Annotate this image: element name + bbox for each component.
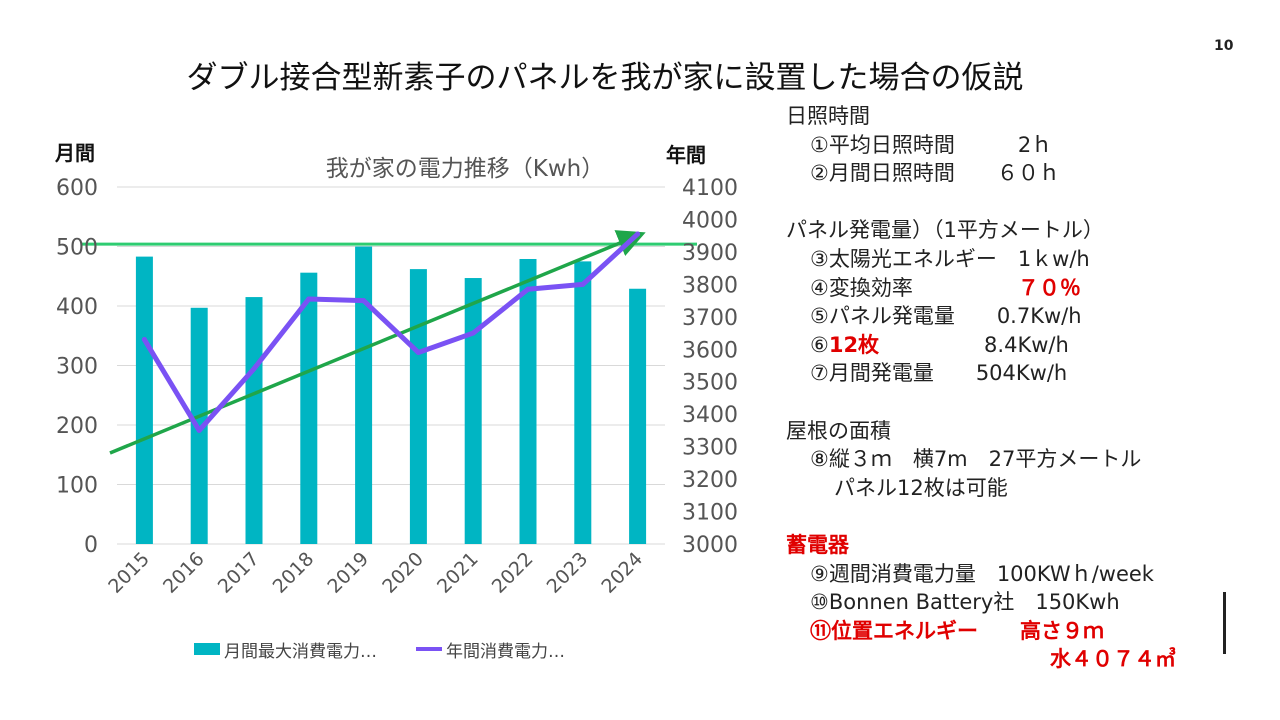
info-efficiency-label: ④変換効率 bbox=[810, 275, 1018, 300]
x-tick-2023: 2023 bbox=[543, 548, 593, 598]
info-avg-sunshine: ①平均日照時間 2ｈ bbox=[810, 132, 1053, 157]
legend-swatch-line bbox=[416, 647, 442, 651]
right-tick-3900: 3900 bbox=[682, 241, 738, 266]
left-tick-600: 600 bbox=[56, 176, 98, 201]
info-panel-count-output: 8.4Kw/h bbox=[879, 332, 1069, 357]
line-series bbox=[141, 231, 641, 433]
info-efficiency: ④変換効率 ７０％ bbox=[786, 274, 1256, 303]
vertical-divider bbox=[1223, 592, 1226, 654]
bar-series bbox=[135, 246, 647, 544]
annotations bbox=[82, 230, 697, 455]
info-potential-energy: ⑪位置エネルギー 高さ９ｍ bbox=[810, 618, 1104, 643]
info-water-volume: 水４０７４㎥ bbox=[1050, 647, 1176, 672]
legend-bar-series: 月間最大消費電力… bbox=[224, 642, 377, 662]
right-tick-3400: 3400 bbox=[682, 403, 738, 428]
info-heading-storage: 蓄電器 bbox=[786, 532, 849, 557]
point-2023 bbox=[580, 281, 586, 287]
trend-arrow bbox=[109, 230, 646, 455]
left-tick-200: 200 bbox=[56, 414, 98, 439]
line-annual-consumption bbox=[141, 231, 641, 433]
x-tick-2016: 2016 bbox=[159, 548, 209, 598]
point-2019 bbox=[361, 298, 367, 304]
point-2020 bbox=[415, 350, 421, 356]
info-battery: ⑩Bonnen Battery社 150Kwh bbox=[810, 590, 1120, 615]
info-roof-size: ⑧縦３ｍ 横7m 27平方メートル bbox=[810, 447, 1142, 472]
point-2017 bbox=[251, 366, 257, 372]
right-tick-3200: 3200 bbox=[682, 468, 738, 493]
info-panel-count-num: ⑥ bbox=[810, 332, 829, 357]
x-tick-2021: 2021 bbox=[433, 548, 483, 598]
info-panel-output: ⑤パネル発電量 0.7Kw/h bbox=[810, 304, 1082, 329]
gridlines bbox=[117, 186, 665, 545]
bar-2023 bbox=[574, 261, 592, 544]
info-panel-count-value: 12枚 bbox=[828, 332, 880, 357]
point-2024 bbox=[635, 231, 641, 237]
right-tick-3700: 3700 bbox=[682, 306, 738, 331]
left-tick-500: 500 bbox=[56, 236, 98, 261]
left-tick-400: 400 bbox=[56, 295, 98, 320]
slide-title: ダブル接合型新素子のパネルを我が家に設置した場合の仮説 bbox=[186, 60, 1024, 96]
left-tick-0: 0 bbox=[84, 533, 98, 558]
legend-line-series: 年間消費電力… bbox=[446, 642, 565, 662]
right-tick-3800: 3800 bbox=[682, 273, 738, 298]
point-2015 bbox=[141, 337, 147, 343]
x-tick-2019: 2019 bbox=[323, 548, 373, 598]
info-heading-roof: 屋根の面積 bbox=[786, 418, 891, 443]
bar-2022 bbox=[519, 258, 537, 544]
right-tick-4000: 4000 bbox=[682, 208, 738, 233]
legend-swatch-bar bbox=[194, 643, 220, 655]
right-tick-3300: 3300 bbox=[682, 436, 738, 461]
info-roof-panels: パネル12枚は可能 bbox=[834, 475, 1008, 500]
point-2022 bbox=[525, 286, 531, 292]
bar-2015 bbox=[135, 256, 153, 544]
left-tick-100: 100 bbox=[56, 474, 98, 499]
left-axis-label: 月間 bbox=[54, 141, 95, 165]
bar-2020 bbox=[409, 269, 427, 544]
info-panel: 日照時間 ①平均日照時間 2ｈ ②月間日照時間 ６０ｈ パネル発電量）（1平方メ… bbox=[786, 102, 1256, 674]
info-monthly-sunshine: ②月間日照時間 ６０ｈ bbox=[810, 161, 1060, 186]
right-tick-4100: 4100 bbox=[682, 176, 738, 201]
info-heading-panel-output: パネル発電量）（1平方メートル） bbox=[786, 218, 1104, 243]
point-2016 bbox=[196, 427, 202, 433]
right-tick-3100: 3100 bbox=[682, 501, 738, 526]
bar-2018 bbox=[300, 272, 318, 544]
info-solar-energy: ③太陽光エネルギー 1ｋw/h bbox=[810, 246, 1090, 271]
chart-title: 我が家の電力推移（Kwh） bbox=[326, 156, 604, 182]
right-tick-3000: 3000 bbox=[682, 533, 738, 558]
bar-2019 bbox=[355, 246, 373, 544]
info-heading-sunshine: 日照時間 bbox=[786, 104, 870, 128]
right-tick-3600: 3600 bbox=[682, 338, 738, 363]
x-tick-2022: 2022 bbox=[488, 548, 538, 598]
x-tick-2020: 2020 bbox=[378, 548, 428, 598]
x-tick-2017: 2017 bbox=[214, 548, 264, 598]
bar-2021 bbox=[464, 278, 482, 544]
info-monthly-generation: ⑦月間発電量 504Kw/h bbox=[810, 361, 1068, 386]
x-tick-2015: 2015 bbox=[104, 548, 154, 598]
point-2021 bbox=[470, 330, 476, 336]
info-efficiency-value: ７０％ bbox=[1017, 275, 1081, 300]
right-tick-3500: 3500 bbox=[682, 371, 738, 396]
info-panel-count: ⑥12枚 8.4Kw/h bbox=[786, 331, 1256, 360]
info-weekly-consumption: ⑨週間消費電力量 100KWｈ/week bbox=[810, 561, 1154, 586]
bar-2017 bbox=[245, 297, 263, 544]
bar-2024 bbox=[629, 288, 647, 544]
x-tick-2018: 2018 bbox=[269, 548, 319, 598]
point-2018 bbox=[306, 296, 312, 302]
right-axis-label: 年間 bbox=[666, 143, 706, 167]
left-tick-300: 300 bbox=[56, 355, 98, 380]
page-number: 10 bbox=[1214, 38, 1234, 54]
x-tick-2024: 2024 bbox=[597, 548, 647, 598]
